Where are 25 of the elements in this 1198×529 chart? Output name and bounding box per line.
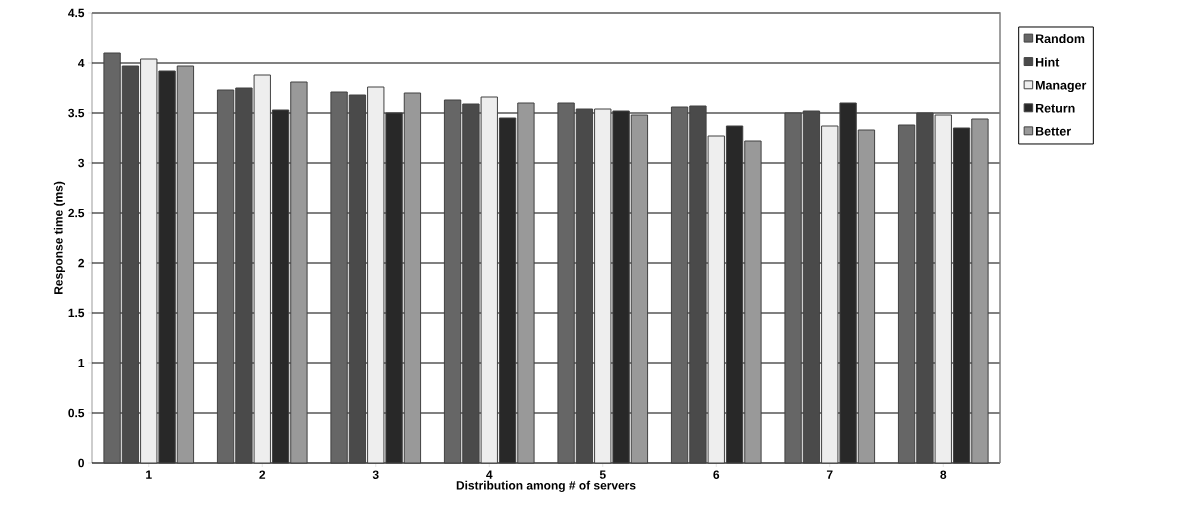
y-tick-label: 4.5 bbox=[68, 8, 85, 18]
legend-label: Better bbox=[1035, 126, 1071, 136]
y-tick-label: 0 bbox=[78, 458, 84, 468]
legend-label: Random bbox=[1035, 33, 1085, 44]
x-tick-label: 7 bbox=[826, 470, 833, 479]
legend-label: Manager bbox=[1035, 80, 1087, 93]
legend-label: Hint bbox=[1035, 57, 1060, 67]
y-tick-label: 4 bbox=[78, 58, 85, 68]
legend-label: Return bbox=[1035, 103, 1075, 113]
x-tick-label: 6 bbox=[713, 470, 720, 479]
y-axis-title: Response time (ms) bbox=[53, 181, 66, 294]
y-tick-label: 1.5 bbox=[68, 308, 85, 318]
y-tick-label: 2 bbox=[78, 258, 85, 268]
y-tick-label: 2.5 bbox=[68, 208, 85, 218]
y-tick-label: 3.5 bbox=[68, 108, 85, 118]
x-tick-label: 1 bbox=[146, 470, 152, 479]
y-tick-label: 3 bbox=[78, 158, 85, 168]
y-tick-label: 1 bbox=[78, 358, 85, 368]
x-tick-label: 8 bbox=[940, 470, 947, 479]
x-tick-label: 4 bbox=[486, 470, 493, 479]
x-axis-title: Distribution among # of servers bbox=[456, 480, 636, 493]
x-tick-label: 5 bbox=[599, 470, 606, 479]
x-tick-label: 3 bbox=[372, 470, 379, 479]
y-tick-label: 0.5 bbox=[68, 408, 85, 418]
x-tick-label: 2 bbox=[259, 470, 266, 479]
